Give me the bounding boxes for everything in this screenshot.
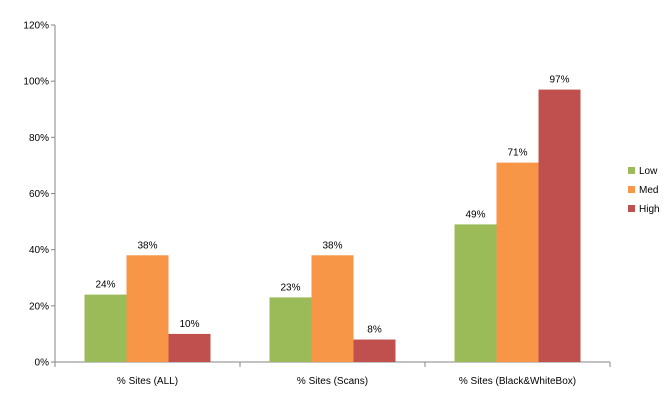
- data-label: 97%: [549, 75, 569, 86]
- data-label: 24%: [95, 280, 115, 291]
- bar-high: [353, 339, 396, 362]
- data-label: 38%: [322, 240, 342, 251]
- legend-swatch-low: [628, 167, 635, 174]
- data-label: 71%: [507, 148, 527, 159]
- bar-low: [84, 294, 127, 362]
- y-tick-label: 80%: [29, 133, 49, 144]
- bar-med: [126, 255, 169, 362]
- data-label: 10%: [179, 319, 199, 330]
- y-tick-label: 100%: [23, 77, 49, 88]
- bar-high: [168, 333, 211, 362]
- x-axis: % Sites (ALL) % Sites (Scans) % Sites (Bla…: [54, 361, 611, 387]
- x-category-label: % Sites (Scans): [297, 376, 368, 387]
- y-tick-label: 0%: [35, 358, 50, 369]
- y-tick-label: 20%: [29, 301, 49, 312]
- legend-label: High: [639, 204, 660, 215]
- bar-low: [454, 224, 497, 362]
- x-category-label: % Sites (ALL): [117, 376, 178, 387]
- data-label: 8%: [367, 325, 382, 336]
- legend: Low Med High: [628, 166, 660, 215]
- legend-label: Med: [639, 185, 658, 196]
- legend-swatch-high: [628, 205, 635, 212]
- y-tick-label: 60%: [29, 189, 49, 200]
- data-label: 23%: [280, 282, 300, 293]
- bars: 24% 23% 49% 38% 38% 71% 10% 8% 97%: [84, 75, 581, 362]
- bar-low: [269, 297, 312, 362]
- bar-med: [311, 255, 354, 362]
- bar-med: [496, 162, 539, 362]
- x-category-label: % Sites (Black&WhiteBox): [459, 376, 576, 387]
- data-label: 38%: [137, 240, 157, 251]
- bar-high: [538, 89, 581, 362]
- y-tick-label: 120%: [23, 21, 49, 32]
- legend-label: Low: [639, 166, 658, 177]
- legend-swatch-med: [628, 186, 635, 193]
- data-label: 49%: [465, 209, 485, 220]
- y-axis: 0% 20% 40% 60% 80% 100% 120%: [23, 21, 56, 369]
- y-tick-label: 40%: [29, 245, 49, 256]
